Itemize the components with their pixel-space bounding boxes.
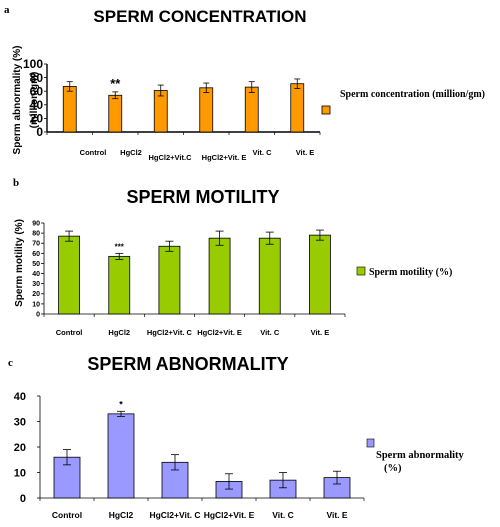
- panel-a-legend-swatch: [321, 105, 331, 115]
- bar: [290, 83, 305, 133]
- category-label: Vit. E: [311, 328, 330, 337]
- category-label: HgCl2+Vit. C: [149, 510, 200, 520]
- category-label: HgCl2+Vit. C: [147, 328, 193, 337]
- panel-b-legend-swatch: [356, 266, 366, 276]
- panel-a-bars: **: [62, 76, 305, 133]
- y-tick-label: 0: [20, 493, 26, 505]
- panel-c-category-labels: Control HgCl2 HgCl2+Vit. C HgCl2+Vit. E Vit.…: [52, 510, 348, 520]
- panel-c-legend: Sperm abnormality (%): [366, 438, 466, 474]
- y-tick-label: 80: [30, 71, 44, 85]
- panel-b-letter: b: [13, 177, 19, 189]
- panel-b-legend: Sperm motility (%): [356, 266, 452, 278]
- bar: [108, 94, 123, 133]
- y-tick-label: 60: [30, 84, 44, 98]
- category-label: Vit. C: [272, 510, 294, 520]
- panel-a-legend-label: Sperm concentration (million/gm): [340, 89, 485, 100]
- panel-a-category-labels: Control HgCl2 HgCl2+Vit.C HgCl2+Vit. E Vit. …: [80, 148, 315, 162]
- y-tick-label: 20: [14, 442, 26, 454]
- bar: [158, 245, 181, 315]
- y-tick-label: 70: [32, 241, 40, 248]
- y-tick-label: 60: [32, 251, 40, 258]
- bar: [107, 413, 135, 499]
- bar: [199, 87, 214, 133]
- category-label: HgCl2: [108, 328, 130, 337]
- panel-a-ylabel2: (million.gm): [29, 72, 40, 129]
- category-label: Vit. E: [326, 510, 347, 520]
- panel-c-legend-label: Sperm abnormality (%): [376, 450, 466, 474]
- panel-b: b SPERM MOTILITY Sperm motility (%) 0 10 2…: [13, 177, 452, 337]
- category-label: Vit. C: [252, 148, 272, 157]
- y-tick-label: 0: [36, 125, 43, 139]
- bar: [62, 86, 77, 133]
- panel-c: c SPERM ABNORMALITY 0 10 20 30 40 * Control H…: [8, 354, 466, 520]
- bar: [153, 90, 168, 133]
- panel-b-bars: ***: [58, 229, 331, 315]
- y-tick-label: 20: [32, 291, 40, 298]
- y-tick-label: 40: [30, 98, 44, 112]
- panel-a-legend: Sperm concentration (million/gm): [321, 89, 485, 115]
- panel-c-letter: c: [8, 357, 13, 369]
- y-tick-label: 50: [32, 261, 40, 268]
- y-tick-label: 20: [30, 112, 44, 126]
- panel-a-title: SPERM CONCENTRATION: [93, 7, 306, 26]
- panel-b-title: SPERM MOTILITY: [127, 187, 280, 207]
- category-label: HgCl2+Vit.C: [149, 153, 193, 162]
- significance-label: **: [110, 76, 121, 91]
- category-label: HgCl2: [120, 148, 142, 157]
- y-tick-label: 30: [32, 281, 40, 288]
- y-tick-label: 30: [14, 416, 26, 428]
- bar: [108, 255, 131, 315]
- category-label: Vit. C: [260, 328, 280, 337]
- panel-c-axes: 0 10 20 30 40: [14, 391, 365, 505]
- category-label: HgCl2+Vit. E: [202, 153, 247, 162]
- y-tick-label: 10: [14, 467, 26, 479]
- panel-c-title: SPERM ABNORMALITY: [87, 354, 288, 374]
- panel-b-category-labels: Control HgCl2 HgCl2+Vit. C HgCl2+Vit. E Vit.…: [56, 328, 329, 337]
- y-tick-label: 10: [32, 301, 40, 308]
- bar: [208, 237, 231, 315]
- bar: [244, 86, 259, 133]
- bar: [309, 234, 331, 315]
- category-label: Vit. E: [296, 148, 315, 157]
- y-tick-label: 0: [36, 311, 40, 318]
- category-label: HgCl2+Vit. E: [204, 510, 255, 520]
- panel-a: a SPERM CONCENTRATION Sperm abnormality …: [4, 4, 485, 162]
- panel-a-letter: a: [4, 4, 10, 16]
- significance-label: *: [119, 399, 123, 409]
- panel-b-legend-label: Sperm motility (%): [369, 267, 452, 278]
- y-tick-label: 90: [32, 220, 40, 227]
- category-label: HgCl2: [109, 510, 134, 520]
- category-label: Control: [80, 148, 107, 157]
- category-label: Control: [56, 328, 83, 337]
- y-tick-label: 40: [32, 271, 40, 278]
- panel-c-legend-swatch: [366, 438, 375, 448]
- panel-a-ylabel: Sperm abnormality (%): [12, 46, 23, 155]
- y-tick-label: 40: [14, 391, 26, 403]
- y-tick-label: 100: [23, 57, 43, 71]
- panel-c-bars: *: [53, 399, 351, 499]
- panel-b-axes: 0 10 20 30 40 50 60 70 80 90: [32, 220, 346, 318]
- significance-label: ***: [115, 242, 125, 251]
- category-label: Control: [52, 510, 82, 520]
- y-tick-label: 80: [32, 231, 40, 238]
- category-label: HgCl2+Vit. E: [197, 328, 242, 337]
- bar: [258, 237, 281, 315]
- panel-b-ylabel: Sperm motility (%): [14, 219, 25, 307]
- bar: [58, 235, 80, 315]
